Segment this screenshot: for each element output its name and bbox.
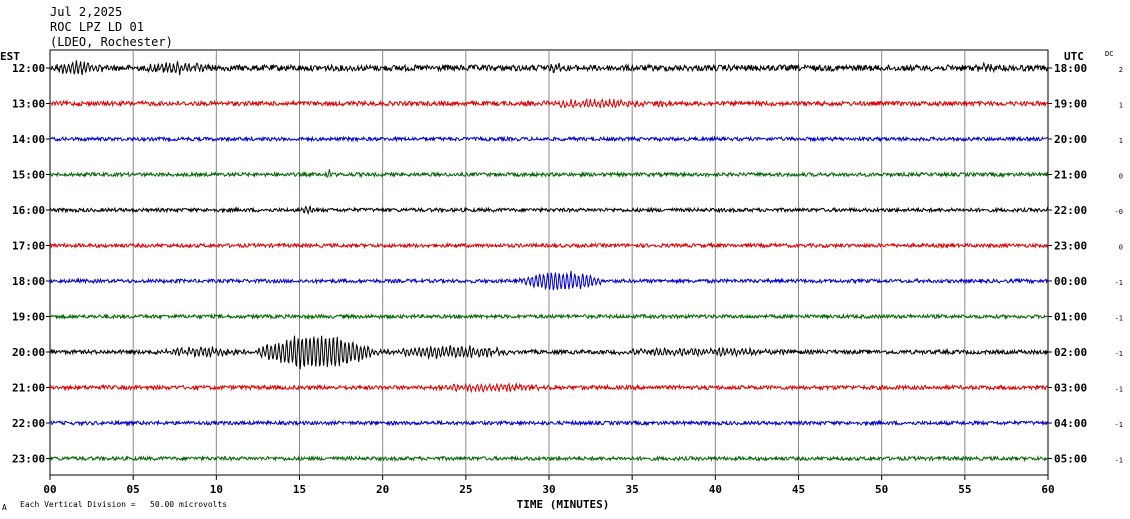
seismic-trace <box>49 169 1049 179</box>
utc-time-label: 04:00 <box>1054 417 1087 430</box>
utc-time-label: 05:00 <box>1054 453 1087 466</box>
dc-value: -1 <box>1115 457 1123 465</box>
x-tick-label: 00 <box>43 483 56 496</box>
seismic-trace <box>49 204 1049 216</box>
utc-time-label: 23:00 <box>1054 240 1087 253</box>
x-tick-label: 30 <box>542 483 555 496</box>
utc-time-label: 02:00 <box>1054 346 1087 359</box>
scale-note: Each Vertical Division = 50.00 microvolt… <box>20 500 228 509</box>
dc-value: -1 <box>1115 315 1123 323</box>
est-time-label: 16:00 <box>12 204 45 217</box>
dc-value: 1 <box>1119 102 1123 110</box>
est-time-label: 12:00 <box>12 62 45 75</box>
seismic-trace <box>49 419 1049 427</box>
est-time-label: 18:00 <box>12 275 45 288</box>
x-tick-label: 55 <box>958 483 971 496</box>
dc-value: -1 <box>1115 386 1123 394</box>
dc-value: -1 <box>1115 421 1123 429</box>
x-axis-label: TIME (MINUTES) <box>517 498 610 511</box>
dc-value: -1 <box>1115 350 1123 358</box>
x-tick-label: 45 <box>792 483 805 496</box>
x-tick-label: 10 <box>210 483 223 496</box>
utc-time-label: 18:00 <box>1054 62 1087 75</box>
utc-time-label: 20:00 <box>1054 133 1087 146</box>
x-tick-label: 50 <box>875 483 888 496</box>
est-time-label: 15:00 <box>12 169 45 182</box>
seismic-trace <box>49 312 1049 321</box>
utc-time-label: 03:00 <box>1054 382 1087 395</box>
est-time-label: 19:00 <box>12 311 45 324</box>
utc-time-label: 01:00 <box>1054 311 1087 324</box>
est-time-label: 14:00 <box>12 133 45 146</box>
corner-mark: A <box>2 503 7 512</box>
est-time-label: 21:00 <box>12 382 45 395</box>
x-tick-label: 15 <box>293 483 306 496</box>
dc-value: -1 <box>1115 279 1123 287</box>
station-label: ROC LPZ LD 01 <box>50 20 144 34</box>
utc-time-label: 21:00 <box>1054 169 1087 182</box>
x-tick-label: 05 <box>127 483 140 496</box>
x-tick-label: 40 <box>709 483 722 496</box>
seismic-trace <box>49 60 1049 76</box>
est-time-label: 13:00 <box>12 98 45 111</box>
utc-time-label: 00:00 <box>1054 275 1087 288</box>
est-time-label: 17:00 <box>12 240 45 253</box>
est-time-label: 22:00 <box>12 417 45 430</box>
dc-value: 0 <box>1119 244 1123 252</box>
seismic-trace <box>49 135 1049 143</box>
seismic-trace <box>49 97 1049 109</box>
est-time-label: 20:00 <box>12 346 45 359</box>
dc-value: 0 <box>1119 173 1123 181</box>
dc-value: 2 <box>1119 66 1123 74</box>
dc-label: DC <box>1105 50 1113 58</box>
dc-value: 1 <box>1119 137 1123 145</box>
x-tick-label: 25 <box>459 483 472 496</box>
utc-time-label: 22:00 <box>1054 204 1087 217</box>
x-tick-label: 35 <box>626 483 639 496</box>
left-axis-label: EST <box>0 50 20 63</box>
dc-value: -0 <box>1115 208 1123 216</box>
x-tick-label: 60 <box>1041 483 1054 496</box>
seismic-trace <box>49 241 1049 250</box>
network-label: (LDEO, Rochester) <box>50 35 173 49</box>
x-tick-label: 20 <box>376 483 389 496</box>
seismic-trace <box>49 381 1049 394</box>
seismic-trace <box>49 335 1049 370</box>
est-time-label: 23:00 <box>12 453 45 466</box>
right-axis-label: UTC <box>1064 50 1084 63</box>
utc-time-label: 19:00 <box>1054 98 1087 111</box>
date-label: Jul 2,2025 <box>50 5 123 19</box>
seismic-trace <box>49 454 1049 463</box>
seismic-trace <box>49 270 1049 291</box>
